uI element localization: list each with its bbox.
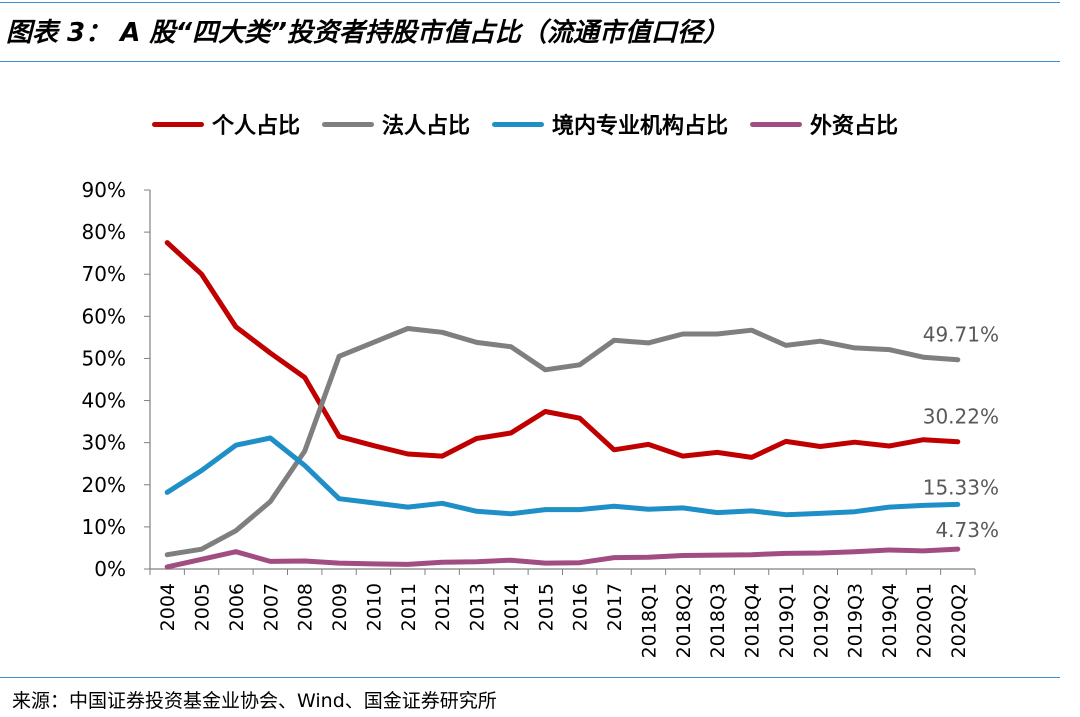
x-tick-label: 2004 xyxy=(157,583,179,631)
legend-swatch xyxy=(750,121,803,127)
y-tick-label: 70% xyxy=(82,262,126,286)
x-tick-label: 2019Q4 xyxy=(879,583,901,658)
legend-label: 外资占比 xyxy=(810,114,899,139)
x-tick-label: 2014 xyxy=(501,583,523,631)
x-tick-label: 2018Q3 xyxy=(707,583,729,658)
legend-item: 法人占比 xyxy=(322,108,470,140)
legend: 个人占比 法人占比 境内专业机构占比 外资占比 xyxy=(152,108,898,140)
series-line-0 xyxy=(164,240,961,460)
x-tick-label: 2015 xyxy=(535,583,557,631)
legend-item: 境内专业机构占比 xyxy=(492,108,728,140)
x-tick-label: 2019Q2 xyxy=(810,583,832,658)
x-tick-label: 2007 xyxy=(260,583,282,631)
x-tick-label: 2008 xyxy=(295,583,317,631)
source-rule xyxy=(0,677,1060,678)
x-tick-label: 2009 xyxy=(329,583,351,631)
legend-label: 个人占比 xyxy=(212,114,301,139)
series-line-3 xyxy=(164,546,961,570)
legend-swatch xyxy=(322,121,375,127)
source-note: 来源：中国证券投资基金业协会、Wind、国金证券研究所 xyxy=(12,690,497,712)
y-tick-label: 80% xyxy=(82,220,126,244)
x-tick-label: 2019Q3 xyxy=(845,583,867,658)
legend-label: 境内专业机构占比 xyxy=(552,114,729,139)
x-tick-label: 2018Q2 xyxy=(673,583,695,658)
series-line-2 xyxy=(164,435,961,518)
chart-title: 图表 3： A 股“四大类”投资者持股市值占比（流通市值口径） xyxy=(6,18,729,48)
series-end-label: 15.33% xyxy=(923,475,999,499)
y-tick-label: 30% xyxy=(82,431,126,455)
series-end-label: 49.71% xyxy=(923,323,999,347)
legend-item: 个人占比 xyxy=(152,108,300,140)
series-end-label: 4.73% xyxy=(935,518,999,542)
legend-item: 外资占比 xyxy=(750,108,898,140)
y-tick-label: 0% xyxy=(94,557,126,581)
x-tick-label: 2018Q1 xyxy=(638,583,660,658)
x-tick-label: 2020Q1 xyxy=(913,583,935,658)
x-tick-label: 2006 xyxy=(226,583,248,631)
y-tick-label: 40% xyxy=(82,389,126,413)
x-tick-label: 2013 xyxy=(467,583,489,631)
x-tick-label: 2018Q4 xyxy=(742,583,764,658)
y-tick-label: 90% xyxy=(82,178,126,202)
top-rule xyxy=(0,2,1060,3)
x-tick-label: 2019Q1 xyxy=(776,583,798,658)
x-tick-label: 2010 xyxy=(363,583,385,631)
y-tick-label: 20% xyxy=(82,473,126,497)
x-tick-label: 2005 xyxy=(192,583,214,631)
series-end-label: 30.22% xyxy=(923,405,999,429)
x-tick-label: 2012 xyxy=(432,583,454,631)
x-tick-label: 2016 xyxy=(570,583,592,631)
y-tick-label: 60% xyxy=(82,304,126,328)
x-tick-label: 2017 xyxy=(604,583,626,631)
x-tick-label: 2020Q2 xyxy=(948,583,970,658)
legend-label: 法人占比 xyxy=(382,114,471,139)
y-tick-label: 10% xyxy=(82,515,126,539)
legend-swatch xyxy=(152,121,204,127)
x-tick-label: 2011 xyxy=(398,583,420,631)
y-tick-label: 50% xyxy=(82,346,126,370)
line-chart: 0% 10% 20% 30% 40% 50% 60% 70% 80% 90% 2004 2005 200… xyxy=(82,178,999,658)
legend-swatch xyxy=(492,121,545,127)
title-rule xyxy=(0,61,1060,62)
